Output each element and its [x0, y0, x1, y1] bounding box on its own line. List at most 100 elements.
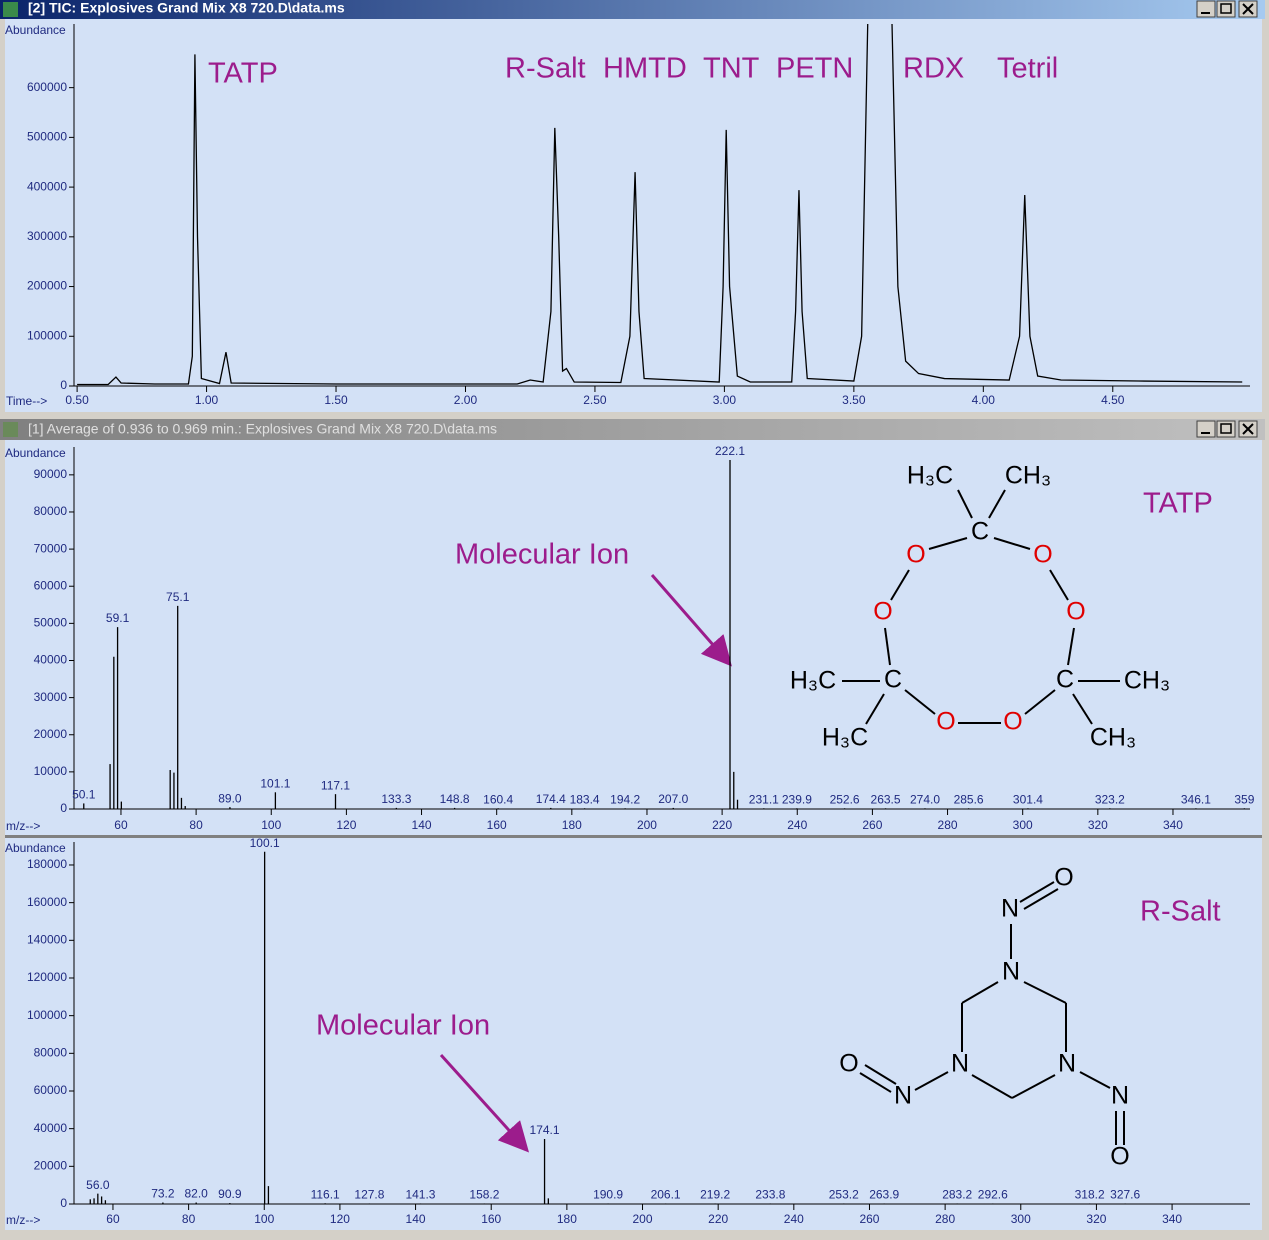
peak-label: 127.8 — [354, 1188, 384, 1202]
x-tick-label: 80 — [189, 818, 203, 832]
plot-area — [77, 24, 1243, 386]
peak-label: 219.2 — [700, 1188, 730, 1202]
x-tick-label: 3.50 — [842, 393, 866, 407]
peak-label: 158.2 — [469, 1188, 499, 1202]
y-axis-label: Abundance — [5, 841, 66, 855]
peak-label: 233.8 — [755, 1188, 785, 1202]
annotation: TATP — [1143, 488, 1213, 520]
x-tick-label: 340 — [1162, 1212, 1182, 1226]
peak-label: 148.8 — [440, 792, 470, 806]
atom: CH₃ — [1090, 724, 1136, 752]
annotation: HMTD — [603, 53, 687, 85]
x-tick-label: 160 — [487, 818, 507, 832]
x-tick-label: 3.00 — [713, 393, 737, 407]
x-tick-label: 2.00 — [454, 393, 478, 407]
annotation: Molecular Ion — [455, 539, 629, 571]
atom: O — [873, 598, 892, 626]
x-tick-label: 240 — [787, 818, 807, 832]
x-tick-label: 4.50 — [1101, 393, 1125, 407]
peak-label: 285.6 — [954, 792, 984, 806]
x-tick-label: 140 — [406, 1212, 426, 1226]
x-tick-label: 320 — [1088, 818, 1108, 832]
peak-label: 263.9 — [869, 1188, 899, 1202]
atom: O — [1110, 1143, 1129, 1171]
atom: C — [1056, 666, 1074, 694]
x-tick-label: 60 — [114, 818, 128, 832]
atom: N — [1111, 1082, 1129, 1110]
x-tick-label: 180 — [562, 818, 582, 832]
peak-label: 73.2 — [151, 1187, 175, 1201]
y-axis-label: Abundance — [5, 23, 66, 37]
peak-label: 346.1 — [1181, 792, 1211, 806]
y-tick-label: 20000 — [34, 727, 68, 741]
atom: H₃C — [822, 724, 868, 752]
y-tick-label: 30000 — [34, 690, 68, 704]
peak-label: 50.1 — [72, 788, 96, 802]
peak-label: 359 — [1234, 792, 1254, 806]
tic-trace — [77, 24, 1243, 386]
annotation: RDX — [903, 53, 964, 85]
y-tick-label: 500000 — [27, 130, 67, 144]
peak-label: 82.0 — [184, 1187, 208, 1201]
atom: O — [936, 708, 955, 736]
atom: O — [906, 541, 925, 569]
arrow — [650, 574, 732, 667]
y-tick-label: 0 — [60, 1196, 67, 1210]
x-tick-label: 80 — [182, 1212, 196, 1226]
y-tick-label: 0 — [60, 378, 67, 392]
window-buttons[interactable] — [1196, 420, 1258, 438]
x-axis-label: Time--> — [6, 394, 47, 408]
window-icon — [3, 422, 18, 437]
peak-label: 194.2 — [610, 792, 640, 806]
y-tick-label: 160000 — [27, 895, 67, 909]
y-tick-label: 50000 — [34, 616, 68, 630]
x-axis-label: m/z--> — [6, 1213, 40, 1227]
x-tick-label: 260 — [859, 1212, 879, 1226]
x-tick-label: 260 — [862, 818, 882, 832]
x-tick-label: 100 — [254, 1212, 274, 1226]
window-icon — [3, 2, 18, 17]
window-title: [1] Average of 0.936 to 0.969 min.: Expl… — [28, 421, 497, 437]
x-tick-label: 240 — [784, 1212, 804, 1226]
atom: O — [839, 1050, 858, 1078]
tatp-structure — [842, 489, 1120, 725]
atom: H₃C — [907, 462, 953, 490]
annotation: R-Salt — [505, 53, 586, 85]
x-tick-label: 300 — [1013, 818, 1033, 832]
peak-label: 207.0 — [658, 792, 688, 806]
x-tick-label: 160 — [481, 1212, 501, 1226]
x-axis-label: m/z--> — [6, 819, 40, 833]
atom: N — [1001, 895, 1019, 923]
x-tick-label: 1.50 — [324, 393, 348, 407]
title-bar — [0, 419, 1265, 440]
peak-label: 239.9 — [782, 792, 812, 806]
annotation: R-Salt — [1140, 896, 1221, 928]
x-tick-label: 280 — [938, 818, 958, 832]
y-tick-label: 600000 — [27, 80, 67, 94]
peak-label: 206.1 — [651, 1188, 681, 1202]
arrow — [439, 1053, 530, 1153]
window-title: [2] TIC: Explosives Grand Mix X8 720.D\d… — [28, 0, 345, 16]
y-tick-label: 10000 — [34, 764, 68, 778]
plot-area — [89, 851, 1126, 1204]
peak-label: 253.2 — [829, 1188, 859, 1202]
peak-label: 141.3 — [405, 1188, 435, 1202]
annotation: Molecular Ion — [316, 1010, 490, 1042]
x-tick-label: 1.00 — [195, 393, 219, 407]
atom: N — [951, 1050, 969, 1078]
y-tick-label: 70000 — [34, 541, 68, 555]
y-tick-label: 40000 — [34, 1121, 68, 1135]
y-tick-label: 60000 — [34, 578, 68, 592]
x-tick-label: 200 — [637, 818, 657, 832]
y-tick-label: 100000 — [27, 328, 67, 342]
peak-label: 292.6 — [978, 1188, 1008, 1202]
title-bar — [0, 0, 1265, 19]
peak-label: 263.5 — [871, 792, 901, 806]
window-buttons[interactable] — [1196, 0, 1258, 18]
peak-label: 301.4 — [1013, 792, 1043, 806]
peak-label: 190.9 — [593, 1188, 623, 1202]
peak-label: 75.1 — [166, 590, 190, 604]
y-tick-label: 140000 — [27, 932, 67, 946]
y-tick-label: 180000 — [27, 857, 67, 871]
atom: N — [894, 1082, 912, 1110]
